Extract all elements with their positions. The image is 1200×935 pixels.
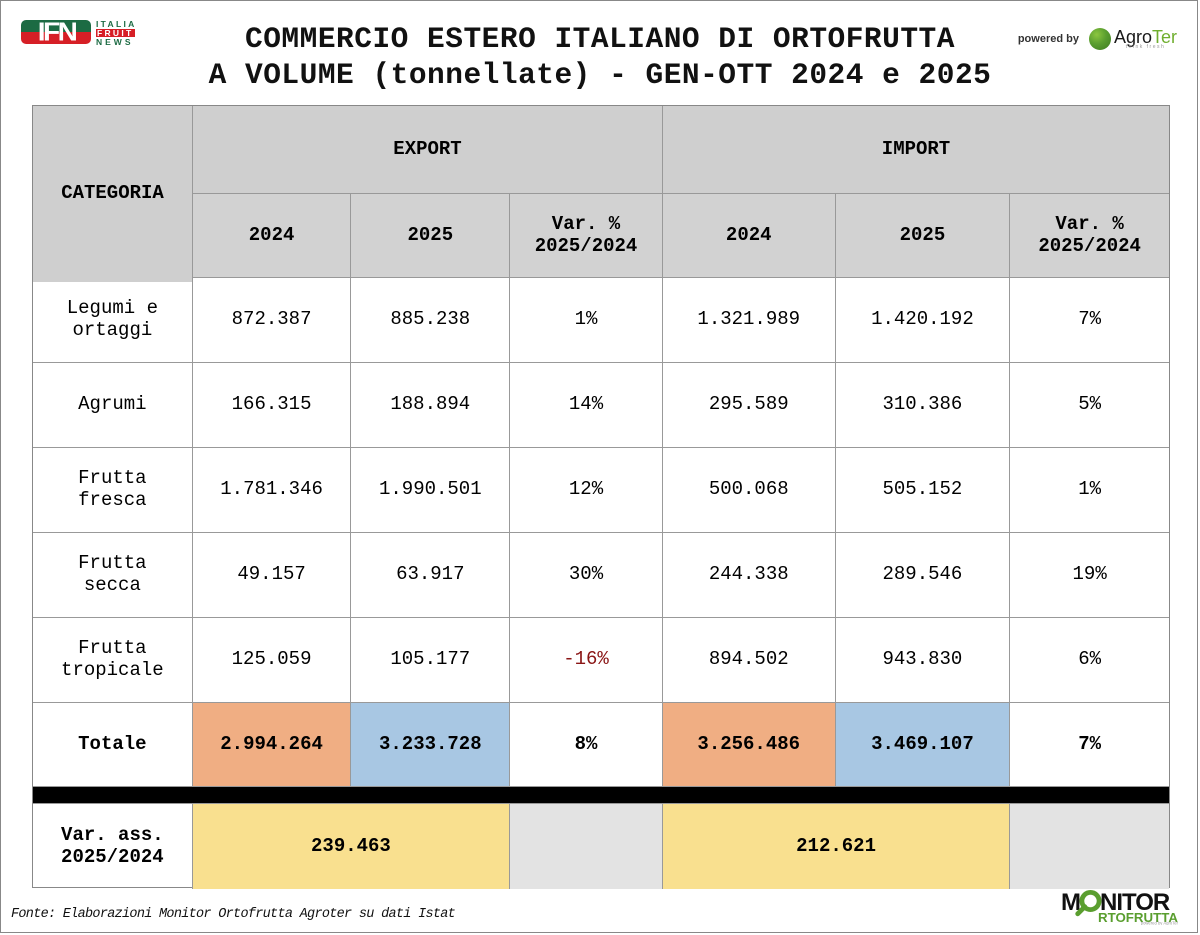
svg-text:powered by AgroTer: powered by AgroTer	[1141, 921, 1179, 926]
